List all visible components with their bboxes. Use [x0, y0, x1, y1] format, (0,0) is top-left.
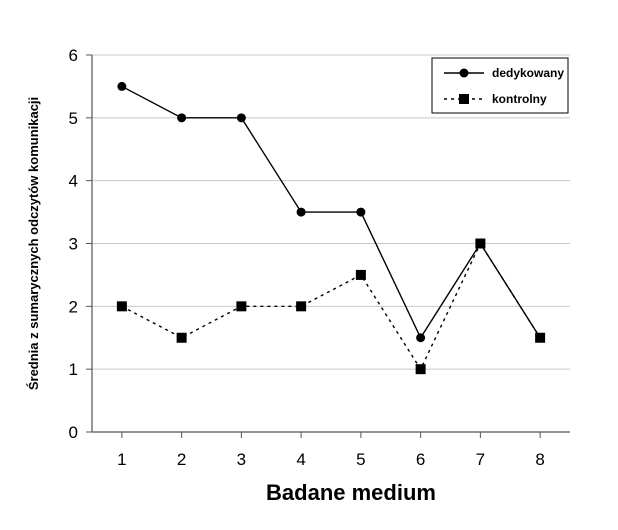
legend-marker-dedykowany: [459, 68, 469, 78]
data-point-kontrolny: [415, 364, 426, 375]
y-axis-label: Średnia z sumarycznych odczytów komunika…: [26, 97, 41, 390]
y-tick-label: 3: [69, 235, 78, 254]
series-line-kontrolny: [121, 242, 541, 371]
data-point-kontrolny: [475, 238, 486, 249]
y-tick-label: 4: [69, 172, 78, 191]
x-tick-label: 1: [117, 450, 126, 469]
y-tick-label: 5: [69, 109, 78, 128]
y-tick-label: 2: [69, 297, 78, 316]
data-point-dedykowany: [236, 113, 246, 123]
x-tick-label: 4: [296, 450, 305, 469]
x-axis-label: Badane medium: [266, 480, 436, 505]
x-tick-label: 7: [476, 450, 485, 469]
x-tick-label: 2: [177, 450, 186, 469]
data-point-kontrolny: [535, 332, 546, 343]
y-tick-label: 0: [69, 423, 78, 442]
series-group: [116, 81, 546, 375]
data-point-dedykowany: [416, 333, 426, 343]
legend-box: [431, 57, 569, 114]
y-tick-label: 1: [69, 360, 78, 379]
data-point-dedykowany: [356, 207, 366, 217]
legend-label-kontrolny: kontrolny: [492, 92, 547, 106]
data-point-kontrolny: [355, 269, 366, 280]
y-tick-labels: 0 1 2 3 4 5 6: [69, 46, 78, 442]
series-line-dedykowany: [121, 85, 541, 340]
y-tick-label: 6: [69, 46, 78, 65]
data-point-kontrolny: [176, 332, 187, 343]
data-point-kontrolny: [116, 301, 127, 312]
data-point-kontrolny: [236, 301, 247, 312]
data-point-kontrolny: [296, 301, 307, 312]
legend: dedykowany kontrolny: [431, 57, 569, 114]
x-tick-label: 5: [356, 450, 365, 469]
legend-label-dedykowany: dedykowany: [492, 66, 564, 80]
data-point-dedykowany: [177, 113, 187, 123]
data-point-dedykowany: [296, 207, 306, 217]
data-point-dedykowany: [117, 81, 127, 91]
gridlines: [92, 54, 570, 370]
x-tick-label: 6: [416, 450, 425, 469]
axes: [86, 54, 570, 438]
x-tick-labels: 1 2 3 4 5 6 7 8: [117, 450, 545, 469]
x-tick-label: 3: [237, 450, 246, 469]
legend-marker-kontrolny: [459, 94, 469, 104]
x-tick-label: 8: [535, 450, 544, 469]
